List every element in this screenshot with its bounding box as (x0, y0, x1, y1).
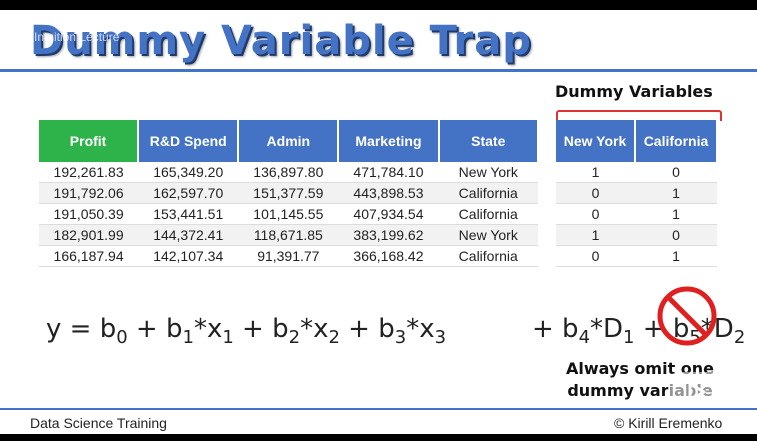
play-icon (688, 382, 706, 402)
dummy-table-header-cell: New York (556, 120, 636, 162)
table-header-row: Profit R&D Spend Admin Marketing State (39, 120, 539, 162)
main-table-header-cell: Marketing (338, 120, 440, 162)
equation-term: *D1 (590, 314, 635, 348)
table-cell: 162,597.70 (138, 182, 239, 204)
table-row: 182,901.99 144,372.41 118,671.85 383,199.62… (39, 224, 538, 246)
table-cell: 0 (556, 182, 635, 204)
table-cell: 101,145.55 (238, 203, 339, 225)
equation-term: *x3 (406, 314, 447, 348)
dummy-table-header-cell: California (634, 120, 719, 162)
table-cell: 443,898.53 (338, 182, 439, 204)
table-cell: 136,897.80 (238, 162, 339, 183)
table-cell: California (438, 203, 538, 225)
table-cell: 0 (634, 162, 717, 183)
table-cell: California (438, 245, 538, 267)
table-cell: 191,792.06 (39, 182, 139, 204)
data-table: Profit R&D Spend Admin Marketing State 192,2… (39, 120, 539, 267)
table-cell: 142,107.34 (138, 245, 239, 267)
equation-left: y = b0 + b1*x1 + b2*x2 + b3*x3 (46, 314, 446, 348)
equation-term: *x2 (300, 314, 340, 348)
play-button[interactable] (668, 372, 724, 412)
table-cell: 407,934.54 (338, 203, 439, 225)
table-cell: 182,901.99 (39, 224, 139, 246)
table-row: 191,050.39 153,441.51 101,145.55 407,934.54… (39, 203, 538, 225)
equation-term: *x1 (193, 314, 234, 348)
footer-left-text: Data Science Training (30, 415, 167, 431)
table-cell: 165,349.20 (138, 162, 239, 183)
table-cell: 1 (556, 224, 635, 246)
table-row: 191,792.06 162,597.70 151,377.59 443,898.53… (39, 182, 538, 204)
no-sign-icon (657, 286, 717, 346)
table-cell: 191,050.39 (39, 203, 139, 225)
video-overlay-text: Intuition Lecture (34, 30, 120, 44)
dummy-bracket (556, 110, 722, 121)
table-cell: California (438, 182, 538, 204)
table-cell: New York (438, 224, 538, 246)
table-cell: New York (438, 162, 538, 183)
table-cell: 0 (556, 245, 635, 267)
table-cell: 1 (634, 182, 717, 204)
footer-right-text: © Kirill Eremenko (614, 415, 723, 431)
table-cell: 1 (634, 203, 717, 225)
main-table-header-cell: State (438, 120, 539, 162)
table-cell: 91,391.77 (238, 245, 339, 267)
dummy-variables-label: Dummy Variables (555, 82, 713, 101)
table-cell: 0 (556, 203, 635, 225)
equation-term: y = b0 (46, 314, 128, 348)
equation-term: + b3 (339, 314, 407, 348)
table-cell: 383,199.62 (338, 224, 439, 246)
table-row: 166,187.94 142,107.34 91,391.77 366,168.42 C… (39, 245, 538, 267)
table-row: 192,261.83 165,349.20 136,897.80 471,784.10… (39, 162, 538, 183)
table-cell: 166,187.94 (39, 245, 139, 267)
table-cell: 192,261.83 (39, 162, 139, 183)
table-cell: 0 (634, 224, 717, 246)
main-table-header-cell: R&D Spend (138, 120, 240, 162)
equation-term: + b2 (233, 314, 301, 348)
main-table-header-cell: Profit (39, 120, 140, 162)
equation-term: *D2 (700, 314, 746, 348)
slide: Dummy Variable Trap Intuition Lecture Pr… (0, 10, 757, 434)
title-divider (0, 69, 757, 72)
table-cell: 471,784.10 (338, 162, 439, 183)
equation-term: + b4 (532, 314, 591, 348)
main-table-header-cell: Admin (238, 120, 340, 162)
table-cell: 144,372.41 (138, 224, 239, 246)
equation-right: + b4*D1 + b5*D2 (532, 314, 745, 348)
table-cell: 151,377.59 (238, 182, 339, 204)
table-cell: 1 (634, 245, 717, 267)
table-body: 192,261.83 165,349.20 136,897.80 471,784.10… (39, 162, 538, 267)
footer-divider (0, 408, 757, 410)
table-cell: 153,441.51 (138, 203, 239, 225)
equation-term: + b1 (127, 314, 194, 348)
table-cell: 118,671.85 (238, 224, 339, 246)
table-cell: 366,168.42 (338, 245, 439, 267)
table-cell: 1 (556, 162, 635, 183)
slide-title: Dummy Variable Trap (30, 18, 532, 64)
dummy-header-row: New York California (556, 120, 719, 162)
